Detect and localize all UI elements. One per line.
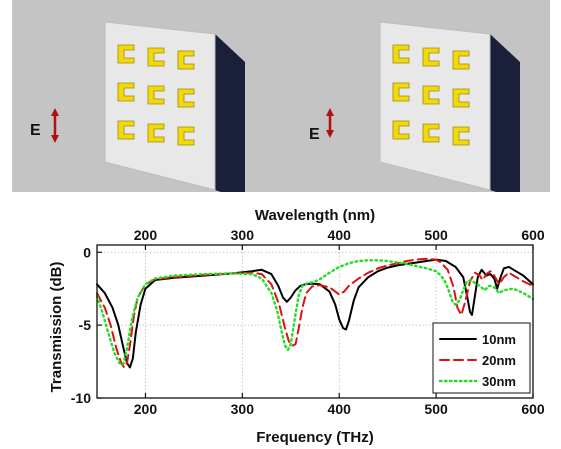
legend-label-20nm: 20nm xyxy=(482,353,516,368)
e-field-label-left: E xyxy=(30,122,41,139)
x2-tick-label: 600 xyxy=(521,227,545,243)
legend-label-30nm: 30nm xyxy=(482,374,516,389)
split-ring-resonator xyxy=(392,44,410,64)
ticks: 200 200 300 300 400 400 500 500 600 600 0 -5 -10 xyxy=(71,227,545,417)
x-tick-label: 500 xyxy=(424,401,448,417)
block-side xyxy=(215,34,245,200)
split-ring-resonator xyxy=(392,82,410,102)
bottom-axis-title: Frequency (THz) xyxy=(256,429,374,446)
x2-tick-label: 300 xyxy=(231,227,255,243)
split-ring-resonator xyxy=(177,126,195,146)
split-ring-resonator xyxy=(117,44,135,64)
x2-tick-label: 500 xyxy=(424,227,448,243)
metamaterial-block-right xyxy=(379,21,520,200)
y-tick-label: -10 xyxy=(71,390,91,406)
block-side xyxy=(490,34,520,200)
x-tick-label: 300 xyxy=(231,401,255,417)
split-ring-resonator xyxy=(422,47,440,67)
legend-label-10nm: 10nm xyxy=(482,332,516,347)
metamaterial-block-left xyxy=(104,21,245,200)
x-tick-label: 400 xyxy=(328,401,352,417)
split-ring-resonator xyxy=(117,120,135,140)
split-ring-resonator xyxy=(422,85,440,105)
y-tick-label: -5 xyxy=(79,317,92,333)
split-ring-resonator xyxy=(177,88,195,108)
e-field-arrow-right xyxy=(326,108,334,138)
metamaterial-illustration: E E xyxy=(30,21,520,200)
y-tick-label: 0 xyxy=(83,244,91,260)
split-ring-resonator xyxy=(392,120,410,140)
split-ring-resonator xyxy=(452,126,470,146)
x-tick-label: 600 xyxy=(521,401,545,417)
split-ring-resonator xyxy=(422,123,440,143)
split-ring-resonator xyxy=(452,50,470,70)
split-ring-resonators xyxy=(392,44,470,146)
split-ring-resonators xyxy=(117,44,195,146)
split-ring-resonator xyxy=(177,50,195,70)
series-line-10nm xyxy=(96,258,534,369)
x-tick-label: 200 xyxy=(134,401,158,417)
split-ring-resonator xyxy=(117,82,135,102)
top-axis-title: Wavelength (nm) xyxy=(255,207,375,224)
x2-tick-label: 200 xyxy=(134,227,158,243)
y-axis-title: Transmission (dB) xyxy=(48,262,65,393)
e-field-arrow-left xyxy=(51,108,59,143)
split-ring-resonator xyxy=(147,123,165,143)
x2-tick-label: 400 xyxy=(328,227,352,243)
split-ring-resonator xyxy=(147,85,165,105)
split-ring-resonator xyxy=(147,47,165,67)
legend: 10nm 20nm 30nm xyxy=(432,322,531,394)
split-ring-resonator xyxy=(452,88,470,108)
series-line-30nm xyxy=(95,259,535,366)
metamaterial-illustration-panel: E E xyxy=(12,0,550,200)
plot-frame xyxy=(96,244,534,399)
series-layer xyxy=(95,257,535,369)
e-field-label-right: E xyxy=(309,126,320,143)
